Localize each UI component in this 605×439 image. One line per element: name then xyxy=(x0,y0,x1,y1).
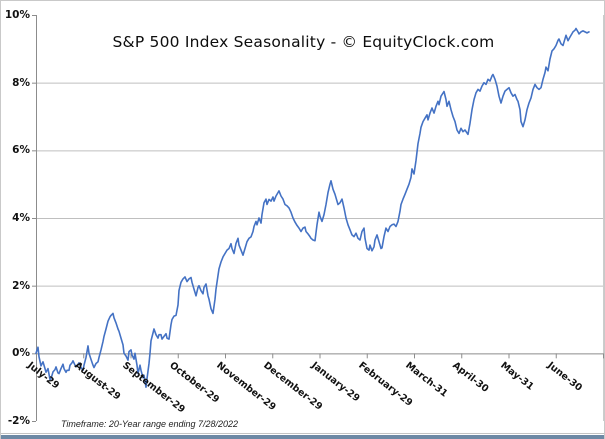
y-tick-label: 2% xyxy=(12,279,30,292)
y-tick-label: 10% xyxy=(4,9,30,21)
bottom-divider-line xyxy=(1,433,604,434)
y-tick-label: 4% xyxy=(12,212,30,224)
chart-title: S&P 500 Index Seasonality - © EquityCloc… xyxy=(112,33,495,51)
bottom-border-bar xyxy=(1,435,604,439)
seasonality-line xyxy=(35,27,590,389)
y-tick-label: 6% xyxy=(12,144,30,157)
y-tick-label: 8% xyxy=(12,76,30,89)
y-tick-label: -2% xyxy=(7,415,30,427)
timeframe-note: Timeframe: 20-Year range ending 7/28/202… xyxy=(61,419,239,429)
y-tick-label: 0% xyxy=(12,347,30,360)
